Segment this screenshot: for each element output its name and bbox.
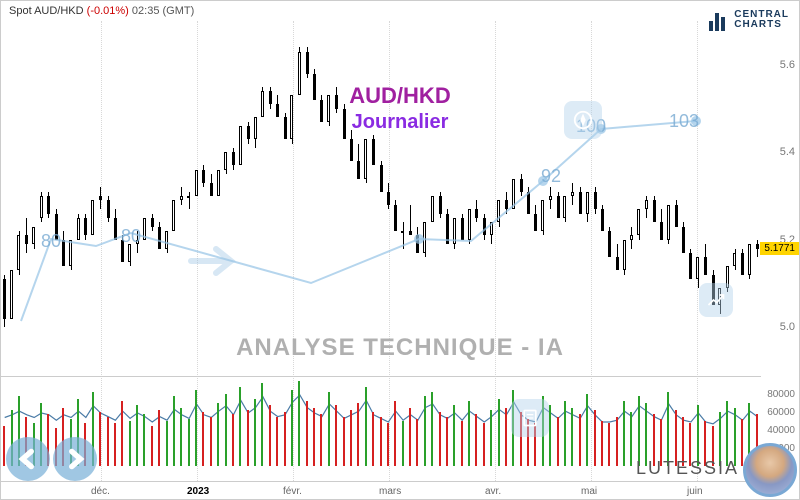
- watermark-line-svg: [1, 21, 761, 371]
- nav-prev-button[interactable]: [6, 437, 50, 481]
- assistant-avatar[interactable]: [743, 443, 797, 497]
- lutessia-brand: LUTESSIA: [636, 458, 739, 479]
- compass-icon: [564, 101, 602, 139]
- chart-up-icon: [699, 283, 733, 317]
- document-icon: [511, 399, 549, 437]
- logo-text: CENTRAL CHARTS: [734, 10, 789, 31]
- chart-header: Spot AUD/HKD (-0.01%) 02:35 (GMT): [9, 5, 194, 17]
- y-axis-price: 5.05.25.45.6: [761, 21, 797, 371]
- symbol-label: Spot AUD/HKD: [9, 5, 84, 17]
- analysis-watermark: ANALYSE TECHNIQUE - IA: [236, 334, 564, 362]
- volume-chart-area[interactable]: [1, 376, 761, 466]
- logo-bars-icon: [707, 9, 729, 31]
- pair-title: AUD/HKD: [349, 83, 450, 109]
- x-axis: déc.2023févr.marsavr.maijuin: [1, 481, 761, 499]
- arrow-right-icon: [186, 241, 246, 281]
- centralcharts-logo: CENTRAL CHARTS: [707, 9, 789, 31]
- timeframe-title: Journalier: [352, 111, 449, 134]
- change-label: (-0.01%): [87, 5, 129, 17]
- nav-next-button[interactable]: [53, 437, 97, 481]
- chart-container: Spot AUD/HKD (-0.01%) 02:35 (GMT) CENTRA…: [0, 0, 800, 500]
- time-label: 02:35 (GMT): [132, 5, 194, 17]
- current-price-tag: 5.1771: [760, 242, 799, 255]
